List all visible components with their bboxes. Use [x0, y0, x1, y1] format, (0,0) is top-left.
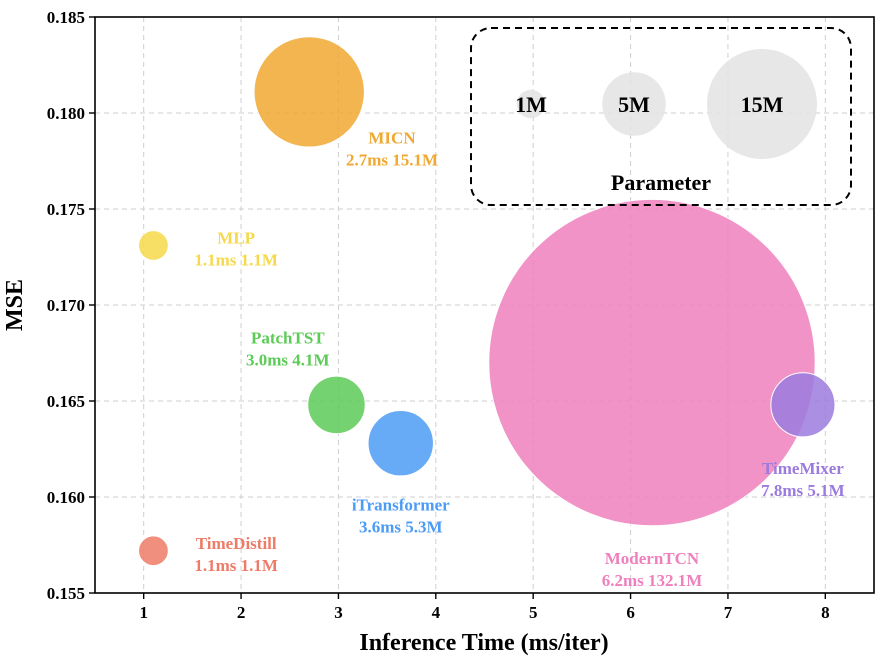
legend-bubble-1m: [516, 89, 546, 119]
y-tick-label: 0.170: [47, 296, 85, 315]
x-axis-label: Inference Time (ms/iter): [359, 630, 608, 656]
bubble-name: MLP: [217, 229, 255, 248]
y-tick-label: 0.165: [47, 392, 85, 411]
bubble-detail: 6.2ms 132.1M: [602, 571, 703, 590]
bubble-timedistill: [138, 535, 169, 567]
axes: 1 2 3 4 5 6 7 8 0.155 0.160 0.165 0.170 0.175 0.180 0.…: [47, 8, 875, 622]
x-tick-label: 7: [724, 603, 733, 622]
bubble-name: ModernTCN: [605, 549, 700, 568]
legend-bubble-5m: [602, 72, 666, 136]
bubble-mlp: [138, 230, 169, 261]
x-tick-label: 5: [529, 603, 538, 622]
bubble-micn: [253, 36, 365, 148]
bubble-label-mlp: MLP 1.1ms 1.1M: [194, 229, 278, 270]
x-tick-label: 1: [139, 603, 148, 622]
bubble-patchtst: [307, 375, 366, 435]
bubble-label-timedistill: TimeDistill 1.1ms 1.1M: [194, 534, 278, 575]
legend-size-label: 15M: [741, 92, 784, 117]
y-tick-label: 0.175: [47, 200, 85, 219]
legend-size-label: 5M: [618, 92, 650, 117]
y-tick-label: 0.160: [47, 488, 85, 507]
bubble-name: PatchTST: [251, 328, 325, 347]
bubble-name: iTransformer: [352, 495, 450, 514]
x-tick-label: 4: [432, 603, 441, 622]
bubble-detail: 2.7ms 15.1M: [346, 151, 438, 170]
y-tick-label: 0.155: [47, 584, 85, 603]
bubble-timemixer: [770, 372, 836, 438]
bubble-detail: 3.0ms 4.1M: [246, 350, 330, 369]
x-tick-label: 6: [626, 603, 635, 622]
x-tick-label: 3: [334, 603, 343, 622]
legend-title: Parameter: [611, 170, 711, 195]
bubble-detail: 1.1ms 1.1M: [194, 251, 278, 270]
y-tick-label: 0.185: [47, 8, 85, 27]
legend-size-label: 1M: [515, 92, 547, 117]
bubble-name: MICN: [368, 129, 416, 148]
bubble-label-timemixer: TimeMixer 7.8ms 5.1M: [761, 459, 845, 500]
bubble-label-itransformer: iTransformer 3.6ms 5.3M: [352, 495, 450, 536]
bubble-label-moderntcn: ModernTCN 6.2ms 132.1M: [602, 549, 703, 590]
x-tick-label: 2: [237, 603, 246, 622]
bubble-labels: MICN 2.7ms 15.1M MLP 1.1ms 1.1M PatchTST 3.0m…: [194, 129, 844, 590]
bubbles: [138, 36, 836, 567]
bubble-name: TimeMixer: [762, 459, 844, 478]
bubble-detail: 3.6ms 5.3M: [359, 517, 443, 536]
bubble-itransformer: [367, 410, 434, 477]
bubble-detail: 1.1ms 1.1M: [194, 556, 278, 575]
y-tick-label: 0.180: [47, 104, 85, 123]
y-axis-label: MSE: [2, 279, 28, 331]
legend-frame: [470, 27, 852, 206]
bubble-label-patchtst: PatchTST 3.0ms 4.1M: [246, 328, 330, 369]
bubble-moderntcn: [488, 198, 816, 527]
legend: 1M 5M 15M Parameter: [470, 27, 852, 206]
x-tick-label: 8: [821, 603, 830, 622]
bubble-name: TimeDistill: [196, 534, 277, 553]
bubble-detail: 7.8ms 5.1M: [761, 481, 845, 500]
legend-bubble-15m: [707, 49, 817, 159]
bubble-label-micn: MICN 2.7ms 15.1M: [346, 129, 438, 170]
